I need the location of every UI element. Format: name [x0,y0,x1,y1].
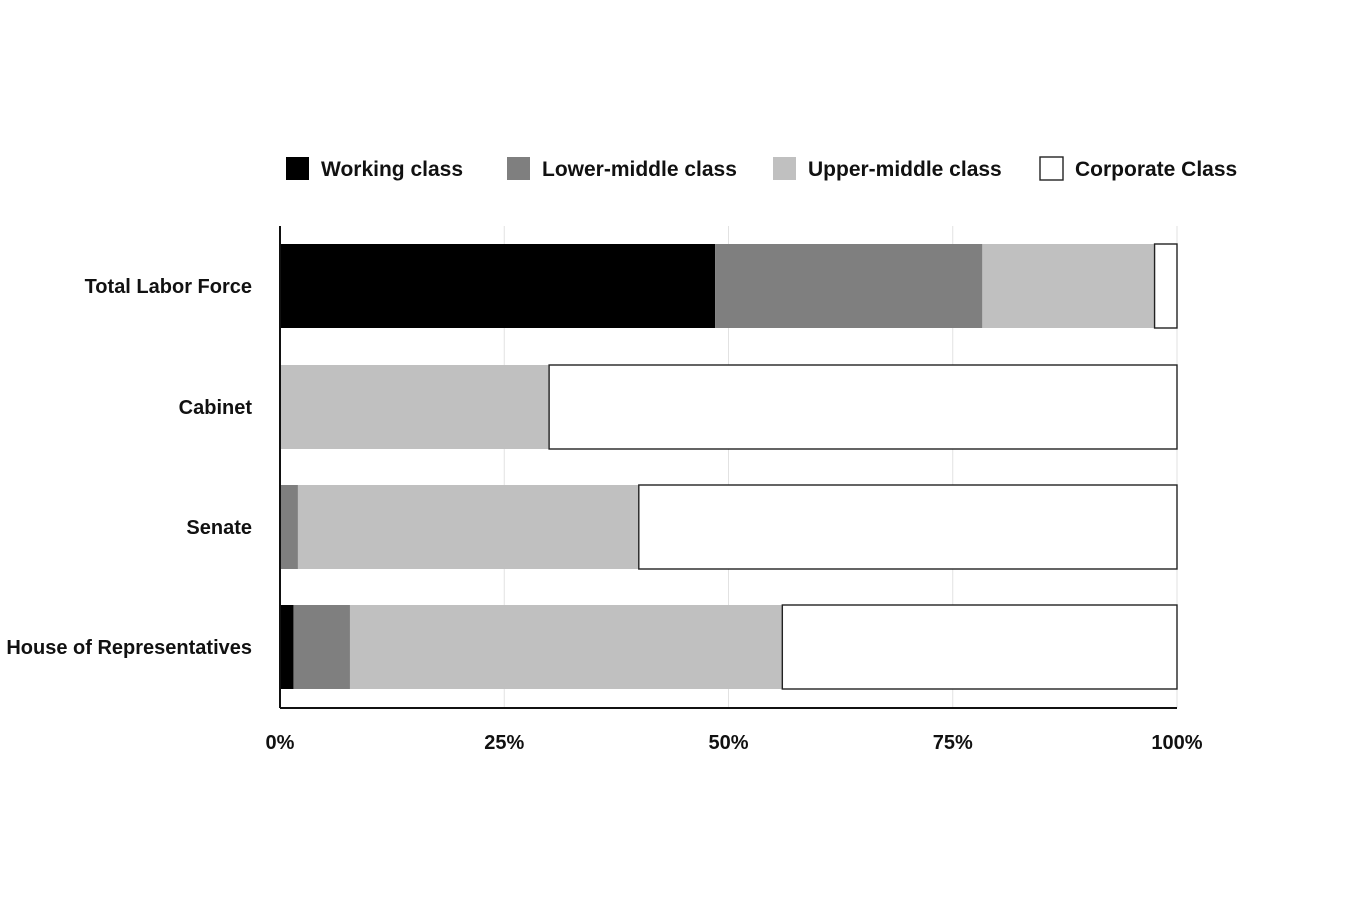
bar-total-labor-force-lower-middle-class [715,244,983,328]
bar-senate-upper-middle-class [297,485,639,569]
legend: Working class Lower-middle class Upper-mid… [286,156,1237,181]
category-label: Total Labor Force [85,276,252,298]
bar-house-of-representatives-lower-middle-class [293,605,350,689]
bar-total-labor-force-corporate-class [1153,243,1178,329]
x-tick-label: 50% [708,732,748,754]
bars [280,243,1178,690]
legend-swatch-lower-middle-class [507,157,530,180]
legend-label: Working class [321,158,463,181]
x-tick-label: 25% [484,732,524,754]
bar-house-of-representatives-working-class [280,605,294,689]
category-label: House of Representatives [6,637,252,659]
bar-senate-corporate-class [638,484,1178,570]
bar-total-labor-force-working-class [280,244,716,328]
x-tick-label: 0% [266,732,295,754]
category-labels: Total Labor Force Cabinet Senate House of R… [6,276,252,659]
legend-label: Corporate Class [1075,158,1237,181]
bar-cabinet-corporate-class [548,364,1178,450]
legend-swatch-upper-middle-class [773,157,796,180]
bar-house-of-representatives-upper-middle-class [349,605,783,689]
legend-label: Lower-middle class [542,158,737,181]
category-label: Senate [186,517,252,539]
x-tick-label: 100% [1151,732,1202,754]
legend-swatch-corporate-class [1039,156,1064,181]
axes [279,226,1177,709]
x-tick-labels: 0% 25% 50% 75% 100% [266,732,1203,754]
bar-total-labor-force-upper-middle-class [982,244,1155,328]
bar-cabinet-upper-middle-class [280,365,550,449]
category-label: Cabinet [179,397,253,419]
legend-label: Upper-middle class [808,158,1002,181]
bar-senate-lower-middle-class [280,485,298,569]
bar-house-of-representatives-corporate-class [781,604,1178,690]
legend-swatch-working-class [286,157,309,180]
x-tick-label: 75% [933,732,973,754]
